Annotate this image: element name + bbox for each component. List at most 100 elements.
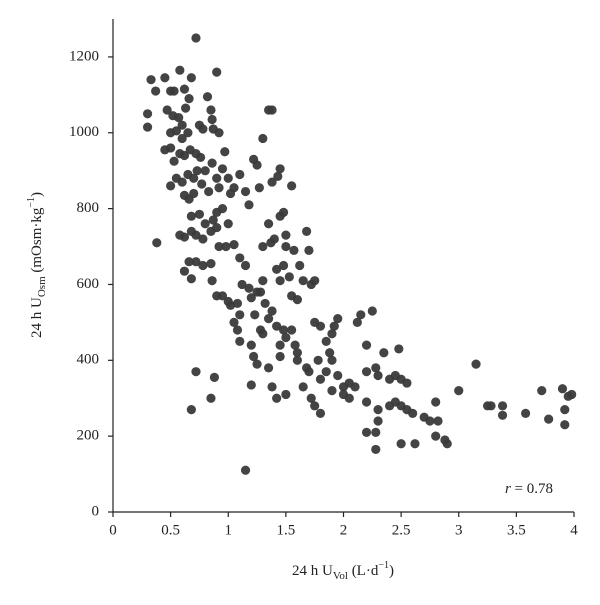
point: [232, 325, 243, 335]
label-part: (mOsm·kg: [29, 207, 45, 276]
point: [321, 336, 331, 346]
point: [212, 222, 222, 233]
point: [229, 317, 239, 327]
point: [252, 359, 262, 369]
point: [310, 276, 320, 286]
point: [214, 128, 224, 138]
point: [497, 410, 508, 420]
point: [275, 351, 285, 362]
point: [174, 113, 184, 123]
point: [269, 234, 279, 244]
point: [169, 86, 179, 96]
point: [560, 405, 570, 415]
point: [246, 380, 256, 390]
point: [344, 393, 354, 403]
point: [497, 401, 508, 411]
y-tick-label: 200: [77, 428, 100, 444]
point: [557, 384, 568, 394]
point: [249, 351, 259, 362]
point: [179, 84, 190, 94]
point: [142, 109, 153, 119]
point: [267, 382, 277, 392]
point: [537, 386, 547, 396]
point: [166, 181, 176, 191]
point: [263, 363, 274, 373]
point: [184, 257, 194, 267]
point: [304, 245, 314, 255]
point: [223, 219, 233, 229]
y-tick-label: 600: [77, 276, 100, 292]
point: [272, 393, 282, 403]
point: [244, 283, 254, 293]
point: [275, 164, 285, 174]
point: [298, 276, 308, 286]
point: [402, 378, 412, 388]
point: [258, 241, 268, 252]
point: [281, 389, 291, 400]
point: [471, 359, 481, 369]
point: [333, 313, 343, 324]
point: [298, 382, 308, 392]
point: [207, 276, 217, 286]
label-part: 24 h U: [29, 297, 45, 338]
annotation: r = 0.78: [505, 481, 553, 497]
point: [263, 219, 274, 229]
point: [189, 188, 199, 199]
point: [327, 355, 337, 365]
point: [371, 427, 381, 437]
point: [272, 321, 282, 331]
point: [258, 133, 268, 144]
point: [191, 257, 201, 267]
point: [306, 393, 316, 403]
point: [289, 245, 299, 255]
point: [275, 340, 285, 350]
x-tick-label: 0.5: [161, 522, 180, 538]
point: [244, 200, 254, 210]
point: [220, 147, 230, 157]
point: [151, 86, 161, 96]
point: [198, 124, 208, 134]
point: [275, 276, 285, 286]
point: [186, 211, 196, 221]
point: [272, 264, 282, 274]
point: [373, 416, 383, 426]
label-part: −1: [26, 197, 37, 208]
point: [175, 65, 185, 75]
point: [267, 306, 277, 316]
point: [192, 166, 202, 176]
point: [361, 397, 372, 407]
point: [181, 103, 191, 113]
point: [207, 158, 217, 168]
point: [367, 306, 377, 316]
point: [440, 435, 450, 445]
point: [235, 336, 245, 346]
point: [142, 122, 153, 132]
point: [200, 166, 210, 176]
point: [235, 310, 245, 320]
point: [361, 427, 372, 437]
point: [290, 340, 300, 350]
point: [260, 298, 270, 309]
label-part: = 0.78: [511, 481, 553, 497]
point: [379, 348, 389, 358]
point: [361, 340, 372, 350]
point: [240, 260, 251, 271]
point: [223, 173, 233, 183]
point: [209, 372, 220, 382]
point: [200, 219, 210, 229]
point: [352, 317, 362, 327]
point: [258, 276, 268, 286]
point: [325, 348, 335, 358]
point: [202, 92, 213, 102]
point: [371, 444, 381, 455]
point: [333, 370, 343, 381]
point: [278, 325, 289, 335]
point: [177, 120, 187, 130]
label-part: Osm: [36, 276, 48, 297]
point: [356, 310, 366, 320]
point: [373, 405, 383, 415]
point: [198, 260, 208, 271]
point: [249, 154, 259, 164]
point: [284, 272, 294, 282]
